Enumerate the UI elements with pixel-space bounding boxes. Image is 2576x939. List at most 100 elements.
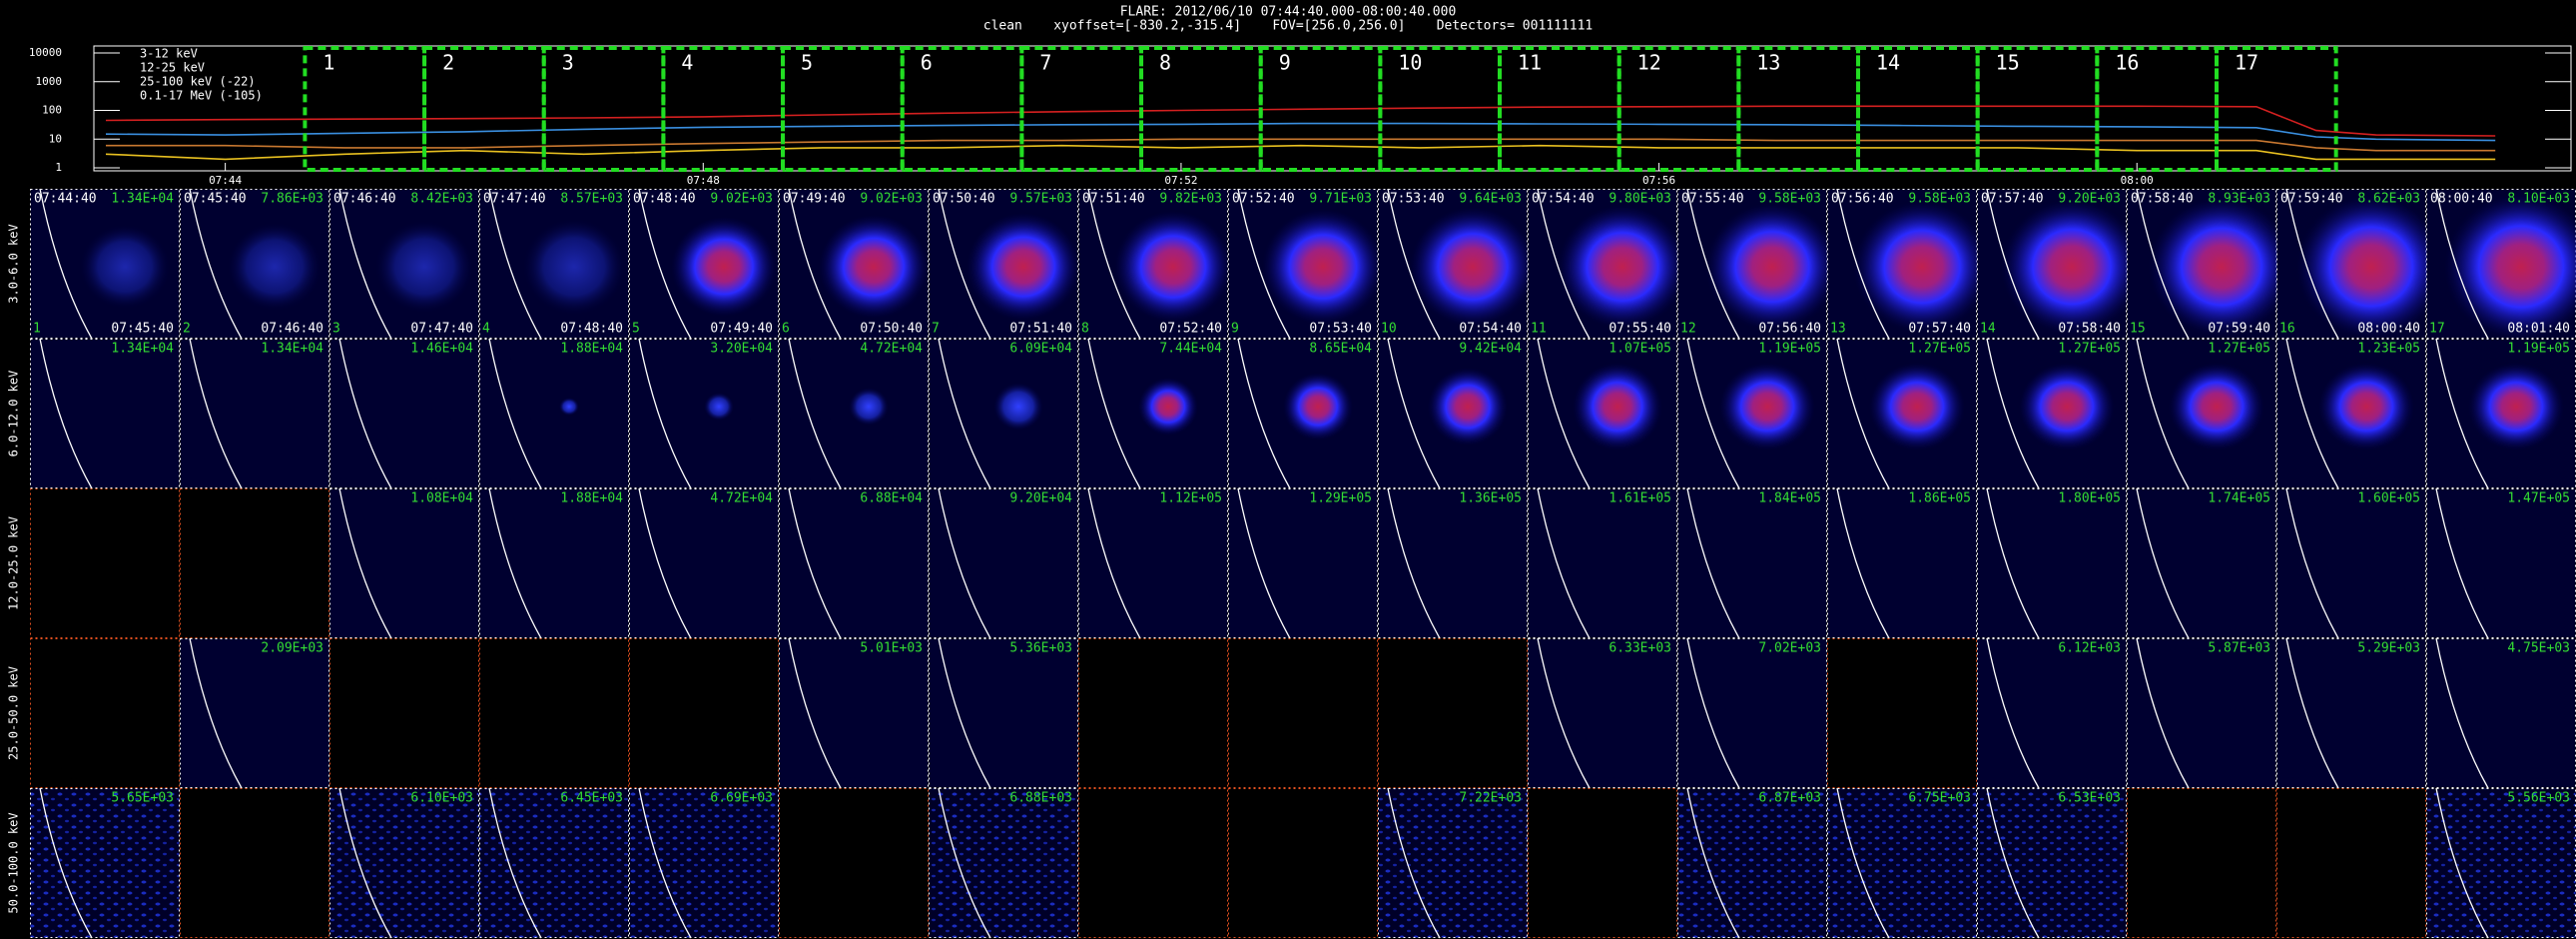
end-time: 07:46:40	[261, 322, 323, 337]
limb	[1836, 338, 1890, 489]
panel-number: 13	[1830, 322, 1846, 337]
limb	[1387, 487, 1441, 639]
max-label: 3.20E+04	[710, 342, 773, 357]
panel-number: 4	[482, 322, 490, 337]
image-panel	[479, 339, 629, 488]
limb	[938, 487, 991, 639]
end-time: 07:47:40	[410, 322, 473, 337]
empty-panel	[1228, 638, 1378, 788]
image-panel	[329, 339, 479, 488]
panel-number: 17	[2429, 322, 2445, 337]
limb	[1387, 338, 1441, 489]
limb	[1686, 487, 1740, 639]
interval-box	[1139, 46, 1263, 172]
light-curve	[105, 105, 2496, 137]
interval-box	[1975, 46, 2100, 172]
max-label: 8.42E+03	[410, 192, 473, 207]
source-blob	[523, 219, 625, 315]
image-panel	[1528, 638, 1677, 788]
max-label: 9.02E+03	[710, 192, 773, 207]
end-time: 07:50:40	[860, 322, 923, 337]
limb	[1537, 637, 1591, 789]
max-label: 1.60E+05	[2357, 491, 2420, 506]
panel-number: 8	[1081, 322, 1089, 337]
max-label: 1.88E+04	[560, 491, 623, 506]
source-blob	[2169, 363, 2264, 451]
limb	[1686, 338, 1740, 489]
limb	[638, 338, 692, 489]
image-panel	[1977, 488, 2127, 638]
max-label: 9.20E+03	[2058, 192, 2121, 207]
limb	[1237, 338, 1291, 489]
y-tick-label: 1000	[36, 75, 63, 88]
source-blob	[1853, 201, 1991, 333]
limb	[2435, 637, 2489, 789]
end-time: 07:59:40	[2208, 322, 2270, 337]
limb	[1836, 188, 1890, 340]
limb	[338, 787, 392, 939]
max-label: 1.23E+05	[2357, 342, 2420, 357]
interval-box	[1856, 46, 1980, 172]
empty-panel	[1228, 788, 1378, 938]
limb	[1537, 338, 1591, 489]
limb	[338, 338, 392, 489]
limb	[338, 487, 392, 639]
start-time: 07:47:40	[483, 192, 546, 207]
max-label: 1.12E+05	[1159, 491, 1222, 506]
limb	[488, 787, 542, 939]
limb	[2136, 637, 2190, 789]
max-label: 4.75E+03	[2507, 641, 2570, 656]
image-panel	[929, 788, 1078, 938]
interval-box	[1019, 46, 1144, 172]
interval-number: 11	[1518, 51, 1542, 75]
max-label: 8.62E+03	[2357, 192, 2420, 207]
limb	[1387, 787, 1441, 939]
image-panel	[180, 339, 329, 488]
max-label: 8.10E+03	[2507, 192, 2570, 207]
empty-panel	[329, 638, 479, 788]
interval-number: 7	[1039, 51, 1051, 75]
limb	[2285, 637, 2339, 789]
max-label: 1.74E+05	[2208, 491, 2270, 506]
source-blob	[2318, 363, 2414, 451]
limb	[189, 637, 243, 789]
limb	[938, 787, 991, 939]
empty-panel	[1378, 638, 1528, 788]
start-time: 07:52:40	[1232, 192, 1295, 207]
image-panel	[1228, 488, 1378, 638]
empty-panel	[1078, 788, 1228, 938]
limb	[189, 188, 243, 340]
limb	[1087, 487, 1141, 639]
max-label: 1.80E+05	[2058, 491, 2121, 506]
max-label: 6.45E+03	[560, 791, 623, 806]
row-label: 50.0-100.0 keV	[7, 812, 21, 913]
limb	[1387, 188, 1441, 340]
start-time: 07:59:40	[2280, 192, 2343, 207]
subtitle: clean xyoffset=[-830.2,-315.4] FOV=[256.…	[983, 19, 1593, 34]
image-panel	[1378, 488, 1528, 638]
image-panel	[2276, 638, 2426, 788]
limb	[1986, 487, 2040, 639]
max-label: 9.82E+03	[1159, 192, 1222, 207]
end-time: 07:56:40	[1758, 322, 1821, 337]
interval-number: 9	[1279, 51, 1291, 75]
image-panel	[1677, 788, 1827, 938]
interval-box	[1616, 46, 1741, 172]
image-panel	[629, 488, 779, 638]
limb	[1686, 188, 1740, 340]
y-tick-label: 1	[55, 161, 62, 174]
limb	[1986, 188, 2040, 340]
limb	[1836, 787, 1890, 939]
limb	[2435, 188, 2489, 340]
end-time: 07:49:40	[710, 322, 773, 337]
source-blob	[849, 388, 889, 426]
interval-box	[1736, 46, 1861, 172]
interval-number: 16	[2115, 51, 2139, 75]
limb	[788, 188, 842, 340]
start-time: 07:58:40	[2131, 192, 2194, 207]
panel-number: 6	[782, 322, 790, 337]
start-time: 07:56:40	[1831, 192, 1894, 207]
source-blob	[559, 398, 579, 416]
empty-panel	[30, 638, 180, 788]
